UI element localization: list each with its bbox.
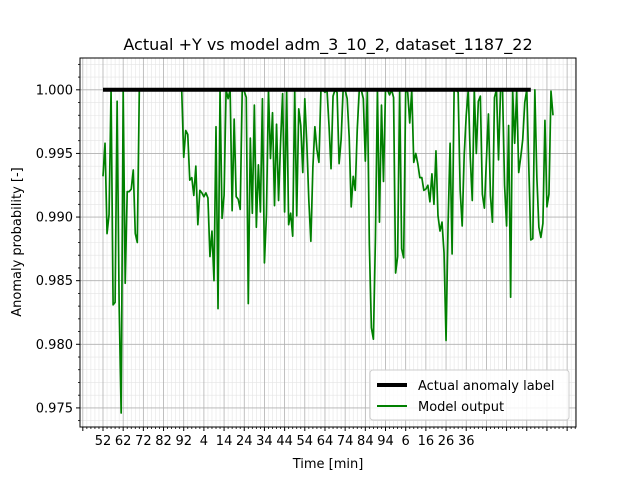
x-tick-label: 44 <box>276 434 293 449</box>
x-tick-label: 52 <box>95 434 112 449</box>
y-tick-label: 0.980 <box>36 338 73 353</box>
x-tick-label: 82 <box>155 434 172 449</box>
x-axis-label: Time [min] <box>292 457 364 472</box>
x-tick-label: 24 <box>236 434 253 449</box>
x-tick-label: 4 <box>200 434 208 449</box>
legend-box <box>369 369 570 421</box>
x-tick-label: 62 <box>115 434 132 449</box>
x-tick-label: 84 <box>357 434 374 449</box>
legend-label-actual: Actual anomaly label <box>418 379 555 394</box>
x-tick-label: 16 <box>418 434 435 449</box>
x-tick-label: 64 <box>317 434 334 449</box>
legend: Actual anomaly label Model output <box>369 369 570 421</box>
x-tick-label: 34 <box>256 434 273 449</box>
x-tick-label: 94 <box>377 434 394 449</box>
legend-label-model: Model output <box>418 400 504 415</box>
x-tick-label: 14 <box>216 434 233 449</box>
x-tick-label: 6 <box>402 434 410 449</box>
y-tick-label: 0.975 <box>36 401 73 416</box>
x-tick-label: 54 <box>297 434 314 449</box>
y-tick-label: 0.990 <box>36 211 73 226</box>
x-tick-label: 72 <box>135 434 152 449</box>
major-grid <box>80 58 576 427</box>
x-tick-label: 36 <box>458 434 475 449</box>
y-tick-label: 0.985 <box>36 274 73 289</box>
x-tick-label: 74 <box>337 434 354 449</box>
x-tick-label: 92 <box>175 434 192 449</box>
chart-title: Actual +Y vs model adm_3_10_2, dataset_1… <box>123 35 532 55</box>
axis-ticks <box>76 63 576 431</box>
y-axis-label: Anomaly probability [-] <box>10 167 25 316</box>
y-tick-label: 1.000 <box>36 83 73 98</box>
y-tick-label: 0.995 <box>36 147 73 162</box>
series-layer <box>102 87 554 414</box>
x-tick-label: 26 <box>438 434 455 449</box>
